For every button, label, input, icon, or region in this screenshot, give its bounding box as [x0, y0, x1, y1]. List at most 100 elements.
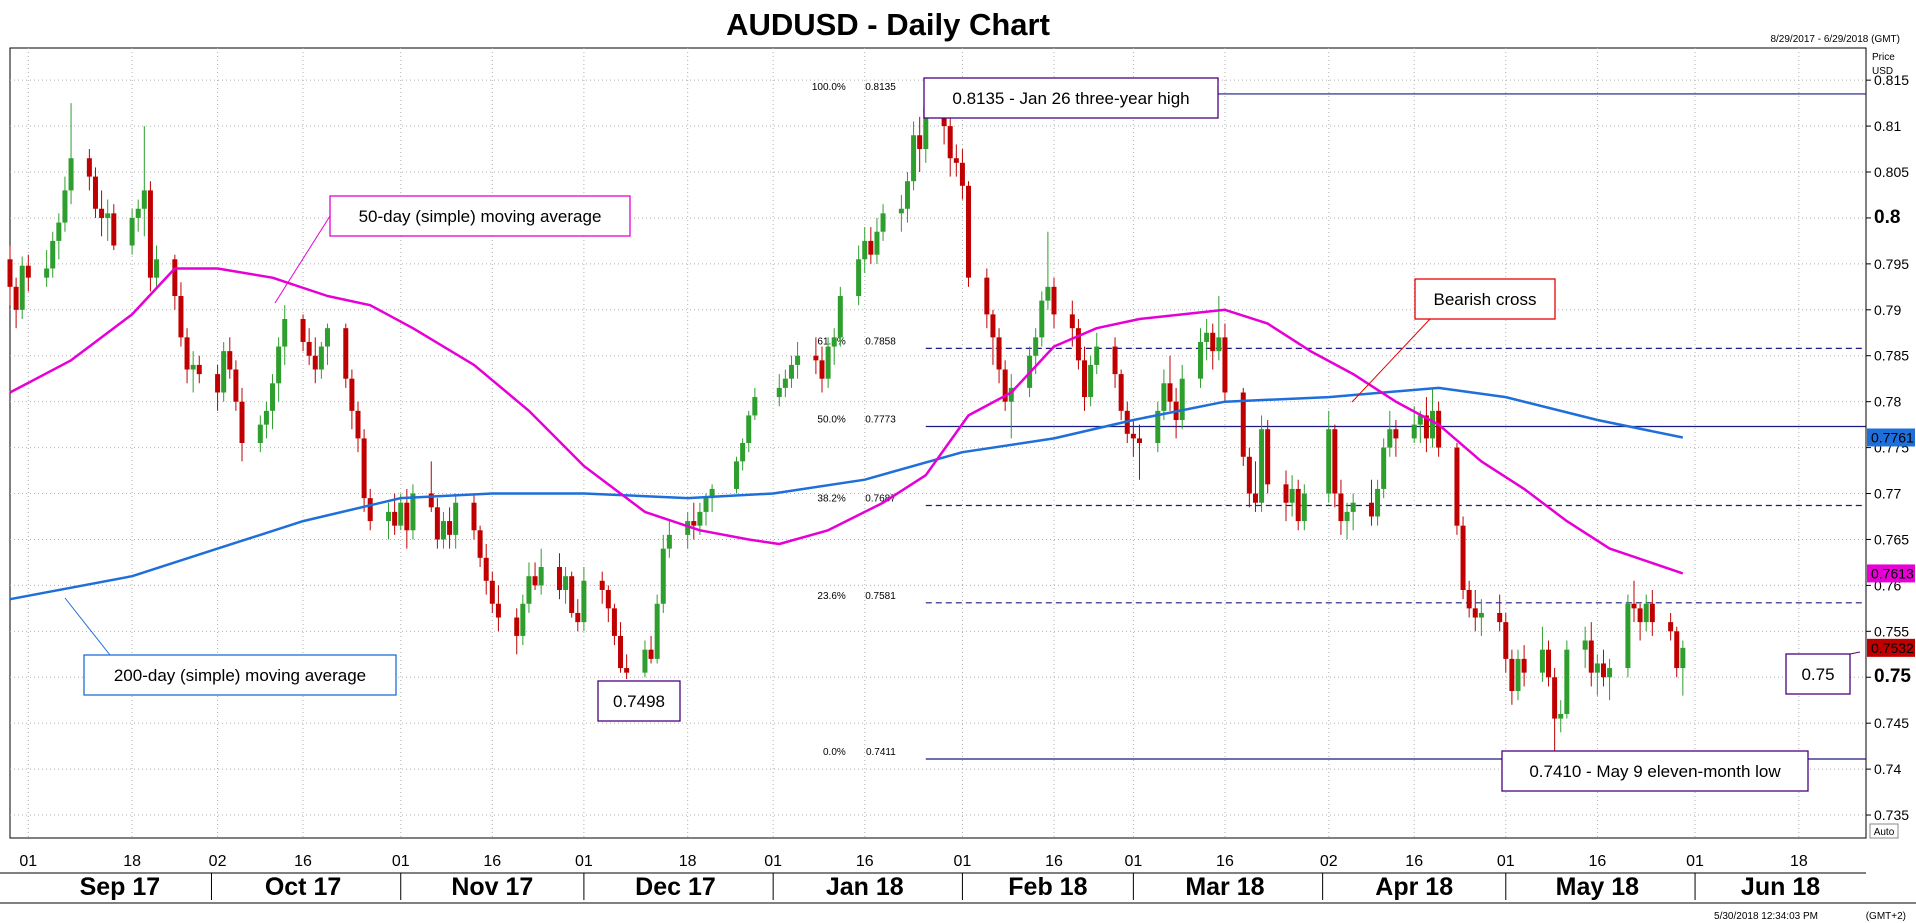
candle-body — [1222, 337, 1228, 393]
candle-body — [788, 364, 794, 379]
candle-body — [440, 521, 446, 540]
candle-body — [495, 603, 501, 618]
candle-body — [1515, 658, 1521, 692]
candle-body — [1643, 603, 1649, 623]
candle-body — [1198, 341, 1204, 379]
candle-body — [1259, 429, 1265, 503]
candle-body — [1423, 415, 1429, 439]
candle-body — [526, 576, 532, 604]
candle-body — [862, 240, 868, 260]
candle-body — [44, 268, 50, 278]
x-day-label: 01 — [954, 853, 972, 870]
candle-body — [1546, 649, 1552, 678]
candle-body — [306, 341, 312, 356]
candle-body — [911, 135, 917, 182]
candle-body — [135, 208, 141, 218]
candle-body — [62, 190, 68, 223]
y-tick-label: 0.785 — [1874, 348, 1909, 364]
candle-body — [1167, 383, 1173, 402]
auto-scale-button[interactable] — [1869, 823, 1899, 839]
x-day-label: 18 — [1790, 853, 1808, 870]
y-tick-label: 0.795 — [1874, 256, 1909, 272]
candle-body — [624, 668, 630, 673]
x-month-label: Feb 18 — [1008, 873, 1087, 901]
candle-body — [831, 337, 837, 347]
candle-body — [1326, 429, 1332, 494]
x-day-label: 01 — [19, 853, 37, 870]
candle-body — [648, 649, 654, 659]
candle-body — [697, 511, 703, 526]
candle-body — [105, 213, 111, 218]
candle-body — [196, 364, 202, 375]
ma50-line — [9, 267, 1684, 575]
candle-body — [1497, 612, 1503, 623]
plot-frame — [9, 47, 1867, 839]
candle-body — [740, 443, 746, 462]
price-tag-label: 0.7613 — [1871, 565, 1914, 581]
x-day-label: 16 — [1216, 853, 1234, 870]
candle-body — [483, 557, 489, 581]
candle-body — [795, 355, 801, 365]
x-month-label: Nov 17 — [451, 873, 533, 901]
candle-body — [1118, 374, 1124, 411]
fib-level-price: 0.7411 — [866, 747, 896, 758]
candle-body — [1472, 608, 1478, 618]
candle-body — [575, 612, 581, 623]
candle-body — [1246, 456, 1252, 494]
price-tag — [1867, 564, 1915, 583]
fib-level-price: 0.8135 — [865, 82, 896, 93]
candle-body — [1045, 286, 1051, 301]
candle-body — [984, 277, 990, 315]
x-day-label: 01 — [575, 853, 593, 870]
axes: 0.815 0.81 0.805 0.8 0.795 0.79 0.785 0.78 0.77 5… — [0, 72, 1916, 904]
candle-body — [257, 424, 263, 443]
x-day-label: 16 — [483, 853, 501, 870]
annotation-level-075 — [1785, 653, 1851, 695]
candle-body — [178, 296, 184, 338]
x-day-label: 16 — [1405, 853, 1423, 870]
candle-body — [1631, 603, 1637, 609]
candle-body — [1240, 392, 1246, 457]
y-tick-label: 0.75 — [1874, 666, 1911, 687]
candle-body — [685, 521, 691, 535]
candle-body — [13, 286, 19, 310]
candle-body — [1539, 649, 1545, 673]
candle-body — [86, 158, 92, 177]
candle-body — [959, 162, 965, 186]
y-tick-label: 0.805 — [1874, 164, 1909, 180]
x-day-label: 16 — [856, 853, 874, 870]
candle-body — [660, 548, 666, 604]
price-tag-label: 0.7532 — [1871, 640, 1914, 656]
candle-body — [1094, 346, 1100, 365]
candle-body — [410, 493, 416, 531]
candle-body — [1460, 525, 1466, 590]
candle-body — [227, 351, 233, 370]
candle-body — [1130, 433, 1136, 439]
candle-body — [1552, 677, 1558, 719]
candle-body — [819, 360, 825, 379]
candle-body — [1454, 447, 1460, 526]
candle-body — [19, 265, 25, 310]
candle-body — [1582, 640, 1588, 650]
candle-body — [56, 222, 62, 241]
fib-level-price: 0.7858 — [865, 336, 896, 347]
candle-body — [752, 397, 758, 416]
x-month-label: May 18 — [1556, 873, 1639, 901]
leader-level-075 — [1849, 651, 1861, 655]
candle-body — [898, 208, 904, 214]
candle-body — [1381, 447, 1387, 489]
candle-body — [1155, 410, 1161, 443]
candle-body — [868, 240, 874, 255]
candle-body — [605, 589, 611, 609]
annotation-ma50-text: 50-day (simple) moving average — [359, 207, 602, 226]
candle-body — [1179, 378, 1185, 421]
y-tick-label: 0.745 — [1874, 715, 1909, 731]
price-tag-label: 0.7761 — [1871, 429, 1914, 445]
fib-level-label: 61.8% — [817, 336, 845, 347]
candle-body — [1521, 658, 1527, 673]
fib-level-price: 0.7687 — [865, 493, 896, 504]
candle-body — [904, 181, 910, 209]
fib-level-price: 0.7581 — [865, 591, 896, 602]
candle-body — [471, 502, 477, 531]
candle-body — [947, 126, 953, 159]
